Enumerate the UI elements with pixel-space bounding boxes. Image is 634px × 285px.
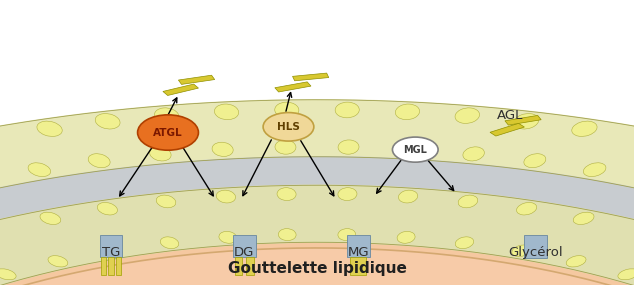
- Ellipse shape: [455, 237, 474, 249]
- Ellipse shape: [514, 113, 539, 129]
- Ellipse shape: [95, 113, 120, 129]
- Ellipse shape: [517, 202, 537, 215]
- Ellipse shape: [155, 108, 179, 123]
- Bar: [101, 256, 106, 275]
- Ellipse shape: [566, 256, 586, 267]
- Text: MGL: MGL: [403, 144, 427, 155]
- Bar: [524, 235, 547, 258]
- Ellipse shape: [277, 188, 296, 201]
- Bar: [347, 235, 370, 256]
- Bar: [116, 256, 121, 275]
- Ellipse shape: [573, 212, 594, 225]
- Ellipse shape: [572, 121, 597, 137]
- Ellipse shape: [0, 269, 16, 280]
- Bar: [490, 123, 524, 136]
- Ellipse shape: [335, 102, 359, 118]
- Text: Glycérol: Glycérol: [508, 246, 563, 259]
- Ellipse shape: [338, 140, 359, 154]
- Ellipse shape: [138, 115, 198, 150]
- Ellipse shape: [398, 190, 418, 203]
- Ellipse shape: [28, 163, 51, 176]
- Bar: [108, 256, 113, 275]
- Polygon shape: [0, 100, 634, 285]
- Ellipse shape: [40, 212, 61, 225]
- Bar: [100, 235, 122, 256]
- Ellipse shape: [48, 256, 68, 267]
- Bar: [246, 256, 254, 275]
- Ellipse shape: [618, 269, 634, 280]
- Ellipse shape: [583, 163, 606, 176]
- Bar: [235, 256, 242, 275]
- Ellipse shape: [512, 245, 531, 256]
- Ellipse shape: [216, 190, 236, 203]
- Ellipse shape: [338, 188, 357, 201]
- Ellipse shape: [463, 147, 484, 161]
- Bar: [351, 256, 366, 275]
- Bar: [163, 84, 198, 95]
- Ellipse shape: [160, 237, 179, 249]
- Ellipse shape: [103, 245, 122, 256]
- Text: HLS: HLS: [277, 122, 300, 132]
- Ellipse shape: [524, 154, 546, 168]
- Text: DG: DG: [234, 246, 254, 259]
- Polygon shape: [0, 185, 634, 285]
- Ellipse shape: [219, 231, 237, 243]
- Text: TG: TG: [102, 246, 120, 259]
- Polygon shape: [0, 248, 634, 285]
- Bar: [275, 82, 311, 92]
- Ellipse shape: [392, 137, 438, 162]
- Polygon shape: [0, 157, 634, 285]
- Ellipse shape: [278, 229, 296, 241]
- Bar: [178, 75, 215, 84]
- Ellipse shape: [275, 102, 299, 118]
- Ellipse shape: [214, 104, 238, 120]
- Ellipse shape: [150, 147, 171, 161]
- Text: AGL: AGL: [497, 109, 524, 122]
- Polygon shape: [0, 157, 634, 285]
- Ellipse shape: [396, 104, 420, 120]
- Ellipse shape: [37, 121, 62, 137]
- Ellipse shape: [338, 229, 356, 241]
- Text: Gouttelette lipidique: Gouttelette lipidique: [228, 261, 406, 276]
- Ellipse shape: [97, 202, 117, 215]
- Ellipse shape: [455, 108, 479, 123]
- Ellipse shape: [275, 140, 296, 154]
- Bar: [292, 73, 329, 81]
- Text: MG: MG: [347, 246, 369, 259]
- Ellipse shape: [263, 113, 314, 141]
- Ellipse shape: [212, 142, 233, 156]
- Text: ATGL: ATGL: [153, 127, 183, 138]
- Ellipse shape: [458, 195, 478, 208]
- Ellipse shape: [397, 231, 415, 243]
- Ellipse shape: [88, 154, 110, 168]
- Bar: [505, 115, 541, 125]
- Bar: [233, 235, 256, 256]
- Ellipse shape: [156, 195, 176, 208]
- Ellipse shape: [401, 142, 422, 156]
